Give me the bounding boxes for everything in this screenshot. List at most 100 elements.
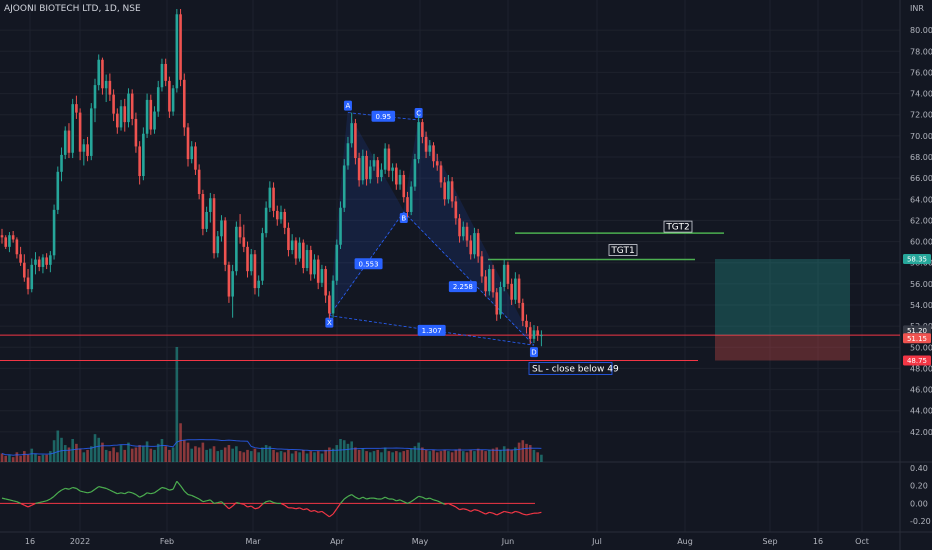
oscillator-segment xyxy=(24,504,29,508)
candle-body xyxy=(197,169,201,194)
oscillator-segment xyxy=(373,497,378,500)
volume-bar xyxy=(354,447,357,462)
price-tick-label: 74.00 xyxy=(910,90,932,99)
candle-body xyxy=(302,242,305,268)
oscillator-segment xyxy=(135,494,140,498)
volume-bar xyxy=(435,452,439,462)
pattern-point-label: A xyxy=(346,102,351,110)
oscillator-segment xyxy=(396,499,401,502)
volume-bar xyxy=(376,449,380,462)
candle-body xyxy=(447,181,450,200)
oscillator-segment xyxy=(57,489,62,494)
oscillator-segment xyxy=(470,509,475,512)
price-tick-label: 78.00 xyxy=(910,47,932,56)
candle-body xyxy=(283,211,287,228)
oscillator-segment xyxy=(5,498,10,501)
candle-body xyxy=(164,63,167,81)
oscillator-segment xyxy=(83,491,88,494)
volume-bar xyxy=(253,448,257,462)
oscillator-segment xyxy=(477,509,483,513)
oscillator-segment xyxy=(522,513,527,516)
volume-bar xyxy=(149,448,153,462)
volume-bar xyxy=(342,440,346,462)
oscillator-segment xyxy=(418,495,423,498)
pattern-ratio-label: 2.258 xyxy=(453,283,473,291)
pattern-ratio-label-box xyxy=(417,324,446,336)
candle-body xyxy=(488,269,491,292)
candle-body xyxy=(149,99,153,130)
volume-bar xyxy=(227,445,231,462)
volume-bar xyxy=(11,457,15,462)
candle-body xyxy=(123,106,127,123)
target-label-box xyxy=(608,244,638,256)
long-position-tool[interactable] xyxy=(715,259,850,361)
price-axis-label-box xyxy=(903,333,931,344)
oscillator-segment xyxy=(280,502,285,506)
volume-bar xyxy=(391,452,394,462)
pattern-triangle-bcd xyxy=(403,118,535,346)
volume-bar xyxy=(52,440,56,462)
oscillator-segment xyxy=(262,501,267,505)
volume-bars xyxy=(0,347,543,462)
time-tick-label: Oct xyxy=(855,537,869,546)
price-axis-label-box xyxy=(903,325,931,336)
pattern-ratio-label-box xyxy=(448,281,477,293)
price-axis-label: 51.15 xyxy=(907,335,927,343)
volume-bar xyxy=(63,445,67,462)
candle-body xyxy=(231,271,234,297)
volume-bar xyxy=(26,454,30,462)
horizontal-levels[interactable]: TGT2 TGT1 SL - close below 49 xyxy=(0,220,900,375)
volume-bar xyxy=(116,452,119,462)
xabcd-harmonic-pattern[interactable]: X A B C D 0.95 0.553 2.258 1.307 xyxy=(325,100,538,358)
oscillator-segment xyxy=(403,501,408,504)
volume-bar xyxy=(179,423,182,462)
candle-body xyxy=(268,187,272,208)
candle-body xyxy=(127,93,130,123)
volume-bar xyxy=(528,445,532,462)
candle-body xyxy=(138,146,141,177)
price-tick-label: 64.00 xyxy=(910,195,932,204)
candle-body xyxy=(540,335,543,337)
candle-body xyxy=(368,166,372,180)
oscillator-segment xyxy=(79,490,84,493)
volume-bar xyxy=(413,446,417,462)
candle-body xyxy=(421,122,424,137)
oscillator-segment xyxy=(436,500,442,504)
oscillator-segment xyxy=(236,501,241,505)
candle-body xyxy=(365,155,368,180)
oscillator-segment xyxy=(206,499,211,502)
oscillator-segment xyxy=(384,496,390,500)
candle-body xyxy=(264,207,268,234)
volume-bar xyxy=(368,452,372,462)
candle-body xyxy=(506,264,510,284)
candle-body xyxy=(454,201,458,219)
oscillator-segment xyxy=(221,501,226,506)
candle-body xyxy=(45,257,48,265)
oscillator-segment xyxy=(511,510,516,514)
candle-body xyxy=(101,59,104,89)
oscillator-segment xyxy=(139,494,144,498)
candle-body xyxy=(517,278,521,303)
volume-bar xyxy=(41,454,45,462)
pattern-point-label: C xyxy=(416,110,421,118)
candle-body xyxy=(335,244,339,281)
candle-body xyxy=(309,250,313,275)
oscillator-segment xyxy=(526,513,531,516)
candle-body xyxy=(328,295,331,314)
candle-body xyxy=(428,145,432,152)
candle-body xyxy=(190,146,194,160)
oscillator-segment xyxy=(68,486,73,490)
candle-body xyxy=(104,80,108,89)
candle-body xyxy=(313,259,316,275)
oscillator-segment xyxy=(481,511,486,515)
candle-body xyxy=(108,80,112,95)
volume-bar xyxy=(395,451,398,462)
volume-bar xyxy=(536,452,539,462)
oscillator-tick-label: -0.20 xyxy=(910,517,931,526)
candle-body xyxy=(216,236,220,254)
oscillator-segment xyxy=(295,507,300,510)
candle-body xyxy=(11,235,15,240)
candle-body xyxy=(435,161,439,166)
volume-bar xyxy=(164,446,167,462)
